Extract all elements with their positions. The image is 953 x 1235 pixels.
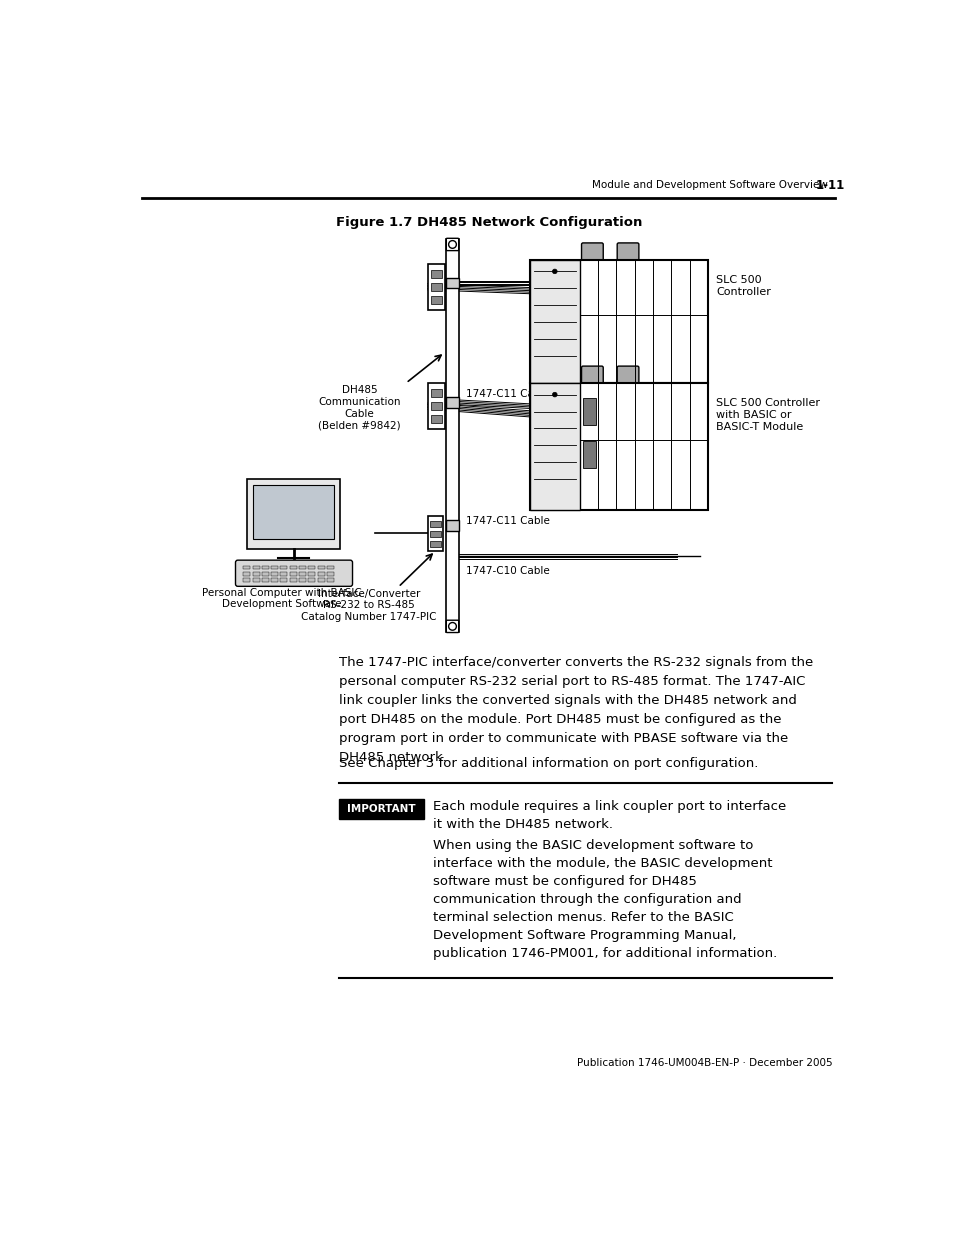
Bar: [445, 520, 459, 531]
Bar: [290, 566, 296, 569]
Bar: [261, 566, 269, 569]
Bar: [327, 566, 334, 569]
Bar: [530, 259, 707, 383]
Bar: [427, 264, 444, 310]
Bar: [317, 572, 324, 576]
Bar: [427, 383, 444, 430]
Text: 1747-C11 Cable: 1747-C11 Cable: [466, 516, 550, 526]
Bar: [298, 566, 306, 569]
Bar: [530, 383, 579, 510]
Circle shape: [552, 393, 557, 396]
Text: SLC 500 Controller
with BASIC or
BASIC-T Module: SLC 500 Controller with BASIC or BASIC-T…: [716, 399, 820, 432]
Bar: [317, 566, 324, 569]
Text: SLC 500
Controller: SLC 500 Controller: [716, 275, 770, 296]
Text: Figure 1.7 DH485 Network Configuration: Figure 1.7 DH485 Network Configuration: [335, 216, 641, 228]
Bar: [317, 578, 324, 582]
Bar: [253, 578, 259, 582]
FancyBboxPatch shape: [617, 243, 639, 263]
Bar: [530, 383, 707, 510]
Circle shape: [448, 241, 456, 248]
Bar: [582, 441, 596, 468]
FancyBboxPatch shape: [581, 243, 602, 263]
Text: Each module requires a link coupler port to interface
it with the DH485 network.: Each module requires a link coupler port…: [433, 800, 785, 831]
Bar: [271, 566, 278, 569]
Bar: [327, 572, 334, 576]
Text: DH485
Communication
Cable
(Belden #9842): DH485 Communication Cable (Belden #9842): [318, 385, 400, 430]
Text: Module and Development Software Overview: Module and Development Software Overview: [592, 180, 827, 190]
Bar: [280, 566, 287, 569]
Bar: [243, 566, 250, 569]
Bar: [290, 578, 296, 582]
Bar: [308, 578, 315, 582]
Bar: [338, 799, 423, 819]
Text: IMPORTANT: IMPORTANT: [347, 804, 416, 814]
Bar: [431, 389, 441, 396]
FancyBboxPatch shape: [446, 620, 458, 632]
Bar: [253, 485, 334, 540]
Bar: [261, 578, 269, 582]
Bar: [431, 283, 441, 290]
Bar: [431, 270, 441, 278]
Bar: [430, 531, 440, 537]
Text: 1-11: 1-11: [815, 179, 843, 191]
Text: 1747-C10 Cable: 1747-C10 Cable: [466, 566, 550, 576]
Bar: [308, 572, 315, 576]
Circle shape: [552, 269, 557, 274]
Bar: [431, 296, 441, 304]
Bar: [243, 578, 250, 582]
Text: Publication 1746-UM004B-EN-P · December 2005: Publication 1746-UM004B-EN-P · December …: [576, 1058, 831, 1068]
Bar: [243, 572, 250, 576]
Bar: [253, 572, 259, 576]
FancyBboxPatch shape: [446, 238, 458, 251]
Bar: [445, 396, 459, 408]
Bar: [271, 572, 278, 576]
Bar: [298, 572, 306, 576]
Text: 1747-C11 Cable: 1747-C11 Cable: [466, 389, 550, 399]
Bar: [247, 479, 340, 548]
Text: See Chapter 3 for additional information on port configuration.: See Chapter 3 for additional information…: [338, 757, 757, 769]
Bar: [298, 578, 306, 582]
Text: When using the BASIC development software to
interface with the module, the BASI: When using the BASIC development softwar…: [433, 839, 777, 960]
Bar: [446, 240, 458, 632]
Text: The 1747-PIC interface/converter converts the RS-232 signals from the
personal c: The 1747-PIC interface/converter convert…: [338, 656, 812, 764]
Bar: [271, 578, 278, 582]
Bar: [280, 578, 287, 582]
Bar: [582, 399, 596, 425]
Bar: [530, 259, 579, 383]
Bar: [427, 516, 443, 551]
Bar: [290, 572, 296, 576]
FancyBboxPatch shape: [617, 366, 639, 387]
Circle shape: [448, 622, 456, 630]
Bar: [431, 403, 441, 410]
Text: Interface/Converter
RS-232 to RS-485
Catalog Number 1747-PIC: Interface/Converter RS-232 to RS-485 Cat…: [301, 589, 436, 622]
FancyBboxPatch shape: [235, 561, 353, 587]
Bar: [308, 566, 315, 569]
Text: Personal Computer with BASIC
Development Software: Personal Computer with BASIC Development…: [202, 588, 361, 609]
Bar: [280, 572, 287, 576]
Bar: [445, 278, 459, 288]
FancyBboxPatch shape: [581, 366, 602, 387]
Bar: [261, 572, 269, 576]
Bar: [327, 578, 334, 582]
Bar: [430, 541, 440, 547]
Bar: [253, 566, 259, 569]
Bar: [431, 415, 441, 424]
Bar: [430, 521, 440, 527]
